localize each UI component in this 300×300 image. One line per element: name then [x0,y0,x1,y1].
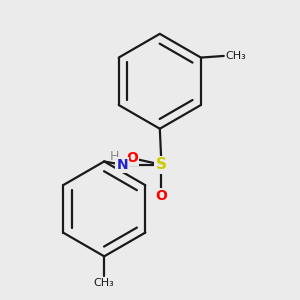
Text: S: S [156,157,167,172]
Text: N: N [116,158,128,172]
Text: O: O [155,189,167,203]
Text: CH₃: CH₃ [225,51,246,61]
Text: CH₃: CH₃ [94,278,115,288]
Text: H: H [109,150,119,163]
Text: O: O [126,151,138,165]
